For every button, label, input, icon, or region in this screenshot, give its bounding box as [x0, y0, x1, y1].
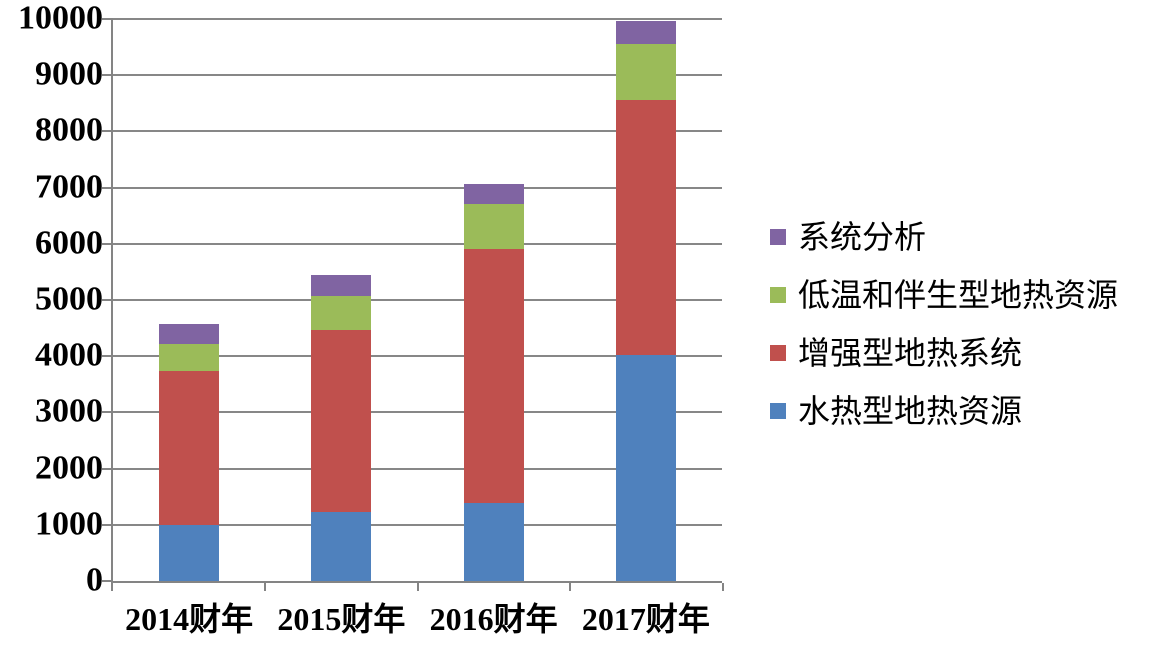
bar-segment [311, 296, 372, 330]
bar-segment [615, 21, 676, 44]
y-tick [102, 299, 113, 301]
bar-segment [311, 512, 372, 581]
bar-segment [463, 203, 524, 250]
legend-item: 增强型地热系统 [770, 324, 1118, 382]
y-tick-label: 3000 [35, 392, 103, 430]
y-tick-label: 2000 [35, 448, 103, 486]
gridline [113, 18, 722, 20]
y-tick [102, 523, 113, 526]
x-tick [722, 583, 724, 591]
gridline [113, 74, 722, 77]
bar-segment [463, 249, 524, 504]
bar-segment [159, 524, 220, 581]
gridline [113, 242, 722, 245]
gridline [113, 355, 722, 358]
legend-label: 水热型地热资源 [798, 393, 1023, 429]
gridline [113, 411, 722, 414]
gridline [113, 130, 722, 133]
legend-item: 系统分析 [770, 208, 1118, 266]
gridline [113, 299, 722, 301]
y-tick [102, 580, 113, 582]
legend: 系统分析低温和伴生型地热资源 增强型地热系统 水热型地热资源 [770, 208, 1118, 440]
y-tick [102, 467, 113, 470]
legend-label: 增强型地热系统 [798, 335, 1023, 371]
y-tick [102, 242, 113, 245]
y-tick-label: 7000 [35, 167, 103, 205]
bar-segment [615, 43, 676, 101]
legend-swatch [770, 287, 786, 303]
y-tick-label: 1000 [35, 505, 103, 543]
y-tick-label: 10000 [18, 0, 103, 37]
x-category-label: 2015财年 [277, 601, 406, 637]
y-tick [102, 355, 113, 358]
bar-segment [463, 503, 524, 581]
y-tick-label: 8000 [35, 111, 103, 149]
x-tick [416, 583, 419, 591]
x-category-label: 2014财年 [125, 601, 254, 637]
bar-segment [159, 324, 220, 344]
legend-swatch [770, 345, 786, 361]
bar-segment [615, 100, 676, 355]
y-tick [102, 18, 113, 20]
y-tick-label: 0 [86, 561, 103, 599]
bar-segment [311, 274, 372, 297]
legend-item: 低温和伴生型地热资源 [770, 266, 1118, 324]
y-axis-line [111, 19, 113, 583]
legend-label: 低温和伴生型地热资源 [798, 277, 1119, 313]
bar-segment [311, 329, 372, 513]
x-tick [111, 583, 113, 591]
y-tick [102, 74, 113, 77]
x-axis-line [111, 581, 722, 583]
x-category-label: 2017财年 [581, 601, 710, 637]
bar-segment [159, 371, 220, 525]
y-tick-label: 6000 [35, 224, 103, 262]
gridline [113, 467, 722, 470]
legend-swatch [770, 403, 786, 419]
y-tick [102, 186, 113, 189]
y-tick [102, 411, 113, 414]
x-category-label: 2016财年 [429, 601, 558, 637]
bar-segment [159, 343, 220, 372]
legend-swatch [770, 229, 786, 245]
gridline [113, 186, 722, 189]
legend-label: 系统分析 [798, 219, 927, 255]
legend-item: 水热型地热资源 [770, 382, 1118, 440]
x-tick [263, 583, 266, 591]
y-tick-label: 5000 [35, 280, 103, 318]
gridline [113, 523, 722, 526]
y-tick-label: 9000 [35, 55, 103, 93]
y-tick-label: 4000 [35, 336, 103, 374]
bar-segment [463, 184, 524, 204]
bar-segment [615, 354, 676, 581]
x-tick [569, 583, 572, 591]
y-tick [102, 130, 113, 133]
